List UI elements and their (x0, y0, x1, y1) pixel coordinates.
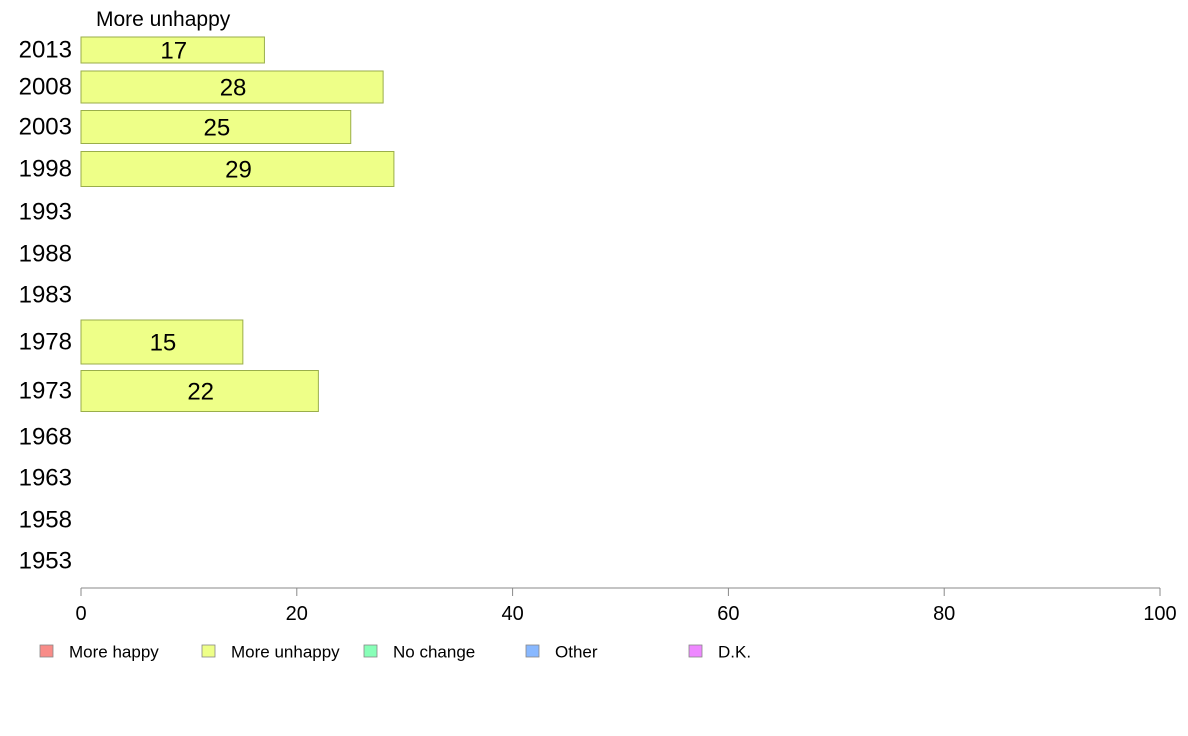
y-tick-label: 1983 (19, 282, 72, 309)
y-tick-label: 1968 (19, 424, 72, 451)
bar (80, 151, 395, 187)
x-tick-label: 0 (75, 603, 86, 625)
bar-value-label: 28 (220, 75, 247, 102)
x-axis: 0 20 40 60 80 100 (75, 587, 1177, 625)
y-tick-label: 1958 (19, 507, 72, 534)
legend-swatch (688, 644, 703, 658)
y-tick-label: 2008 (19, 74, 72, 101)
bars-group: 17 28 25 29 15 22 (80, 36, 395, 412)
bar-value-label: 25 (204, 115, 231, 142)
legend-label: Other (555, 643, 598, 662)
y-tick-label: 1998 (19, 156, 72, 183)
legend-label: More happy (69, 643, 159, 662)
y-tick-label: 1973 (19, 378, 72, 405)
bar (80, 70, 384, 104)
bar-value-label: 22 (187, 379, 214, 406)
legend-swatch (39, 644, 54, 658)
bar (80, 370, 319, 412)
legend-swatch (201, 644, 216, 658)
x-tick-label: 80 (933, 603, 955, 625)
legend-label: No change (393, 643, 475, 662)
y-tick-label: 1988 (19, 241, 72, 268)
y-axis-labels: 2013 2008 2003 1998 1993 1988 1983 1978 1973 1968… (19, 37, 72, 575)
bar-value-label: 29 (225, 157, 252, 184)
y-tick-label: 2013 (19, 37, 72, 64)
bar (80, 110, 352, 144)
legend: More happy More unhappy No change Other D.K. (39, 643, 751, 662)
x-tick-label: 20 (286, 603, 308, 625)
bar-value-label: 17 (160, 38, 187, 65)
legend-label: More unhappy (231, 643, 340, 662)
y-tick-label: 1963 (19, 465, 72, 492)
y-tick-label: 1993 (19, 199, 72, 226)
y-tick-label: 2003 (19, 114, 72, 141)
legend-label: D.K. (718, 643, 751, 662)
legend-swatch (525, 644, 540, 658)
x-tick-label: 100 (1143, 603, 1176, 625)
bar-value-label: 15 (150, 330, 177, 357)
bar (80, 319, 244, 365)
y-tick-label: 1953 (19, 548, 72, 575)
x-tick-label: 60 (717, 603, 739, 625)
panel-title: More unhappy (96, 8, 231, 31)
y-tick-label: 1978 (19, 329, 72, 356)
legend-swatch (363, 644, 378, 658)
bar (80, 36, 265, 64)
x-tick-label: 40 (501, 603, 523, 625)
